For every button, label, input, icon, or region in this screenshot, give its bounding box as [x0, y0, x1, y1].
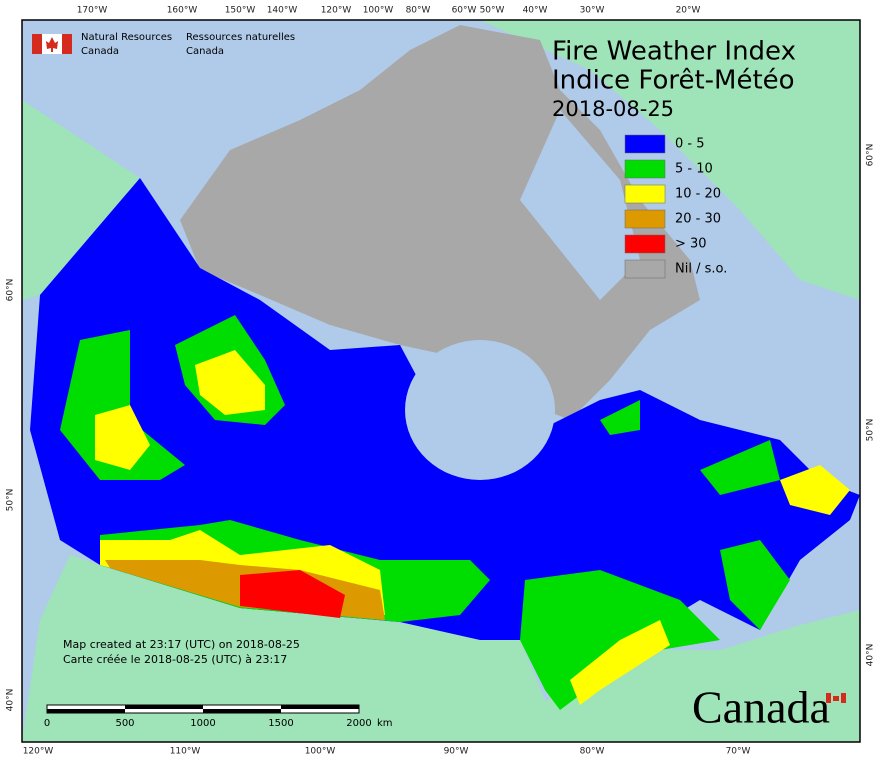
fwi-patch-green	[600, 400, 640, 435]
scale-bar: 0 500 1000 1500 2000 km	[44, 704, 393, 729]
latitude-label: 60°N	[6, 279, 16, 302]
fwi-patch-green	[60, 330, 185, 480]
legend-label: 20 - 30	[675, 212, 721, 227]
map-date: 2018-08-25	[552, 97, 674, 121]
scale-bar-segment	[47, 709, 125, 713]
fwi-patch-yellow	[570, 620, 670, 705]
flag-bar	[32, 34, 42, 54]
fwi-patch-red	[240, 570, 345, 618]
fwi-patch-green	[720, 540, 790, 630]
scale-bar-segment	[125, 705, 203, 709]
longitude-label: 160°W	[167, 6, 198, 16]
legend-swatch	[624, 159, 666, 179]
agency-fr: Ressources naturelles	[186, 32, 295, 43]
fwi-patch-green	[700, 440, 780, 495]
alaska	[22, 100, 140, 300]
fwi-patch-yellow	[780, 465, 850, 515]
legend: 0 - 5 5 - 10 10 - 20 20 - 30 > 30 Nil / s.o.	[624, 134, 727, 279]
latitude-label: 50°N	[866, 419, 876, 442]
scale-unit: km	[377, 718, 393, 729]
latitude-label: 60°N	[866, 144, 876, 167]
longitude-label: 60°W	[452, 6, 477, 16]
flag-bar	[62, 34, 72, 54]
legend-label: > 30	[675, 237, 707, 252]
scale-bar-segment	[203, 709, 281, 713]
longitude-label: 170°W	[77, 6, 108, 16]
legend-swatch	[624, 134, 666, 154]
legend-label: 0 - 5	[675, 137, 705, 152]
legend-swatch	[624, 234, 666, 254]
scale-label: 500	[115, 718, 134, 729]
longitude-label: 120°W	[23, 747, 54, 757]
title: Fire Weather Index	[552, 37, 796, 67]
latitude-label: 40°N	[6, 689, 16, 712]
agency-fr: Canada	[186, 46, 224, 57]
wordmark: Canada	[692, 682, 830, 733]
fwi-patch-yellow	[195, 350, 265, 415]
legend-label: Nil / s.o.	[675, 262, 727, 277]
maple-leaf	[833, 696, 839, 701]
scale-label: 2000	[346, 718, 371, 729]
scale-label: 0	[44, 718, 50, 729]
legend-swatch	[624, 209, 666, 229]
usa	[22, 555, 860, 742]
longitude-label: 50°W	[480, 6, 505, 16]
latitude-label: 50°N	[6, 489, 16, 512]
longitude-label: 120°W	[321, 6, 352, 16]
map-frame	[21, 19, 861, 743]
longitude-label: 20°W	[676, 6, 701, 16]
greenland	[480, 20, 860, 300]
longitude-label: 100°W	[363, 6, 394, 16]
latitude-label: 40°N	[866, 644, 876, 667]
created-note: Map created at 23:17 (UTC) on 2018-08-25	[63, 638, 300, 651]
flag-bar	[841, 693, 846, 703]
created-note: Carte créée le 2018-08-25 (UTC) à 23:17	[63, 653, 287, 666]
longitude-label: 90°W	[444, 747, 469, 757]
hudson-bay	[405, 340, 555, 480]
longitude-label: 110°W	[170, 747, 201, 757]
graticule-labels: 170°W 160°W 150°W 140°W 120°W 100°W 80°W 60°W 50…	[6, 6, 876, 757]
longitude-label: 80°W	[406, 6, 431, 16]
legend-swatch	[624, 184, 666, 204]
scale-bar-segment	[281, 705, 359, 709]
agency-en: Natural Resources	[81, 32, 172, 43]
canada-wordmark: Canada	[692, 682, 846, 733]
maple-leaf	[46, 37, 58, 52]
legend-swatch	[624, 259, 666, 279]
legend-label: 10 - 20	[675, 187, 721, 202]
longitude-label: 40°W	[523, 6, 548, 16]
longitude-label: 150°W	[225, 6, 256, 16]
longitude-label: 70°W	[726, 747, 751, 757]
longitude-label: 80°W	[580, 747, 605, 757]
nrcan-signature: Natural Resources Canada Ressources natu…	[32, 32, 295, 57]
baffin-gap	[520, 110, 640, 300]
longitude-label: 140°W	[267, 6, 298, 16]
fwi-patch-yellow	[95, 405, 150, 470]
flag-bar	[826, 693, 831, 703]
longitude-label: 30°W	[580, 6, 605, 16]
agency-en: Canada	[81, 46, 119, 57]
title: Indice Forêt-Météo	[552, 66, 795, 96]
longitude-label: 100°W	[305, 747, 336, 757]
scale-label: 1000	[190, 718, 215, 729]
scale-label: 1500	[268, 718, 293, 729]
legend-label: 5 - 10	[675, 162, 713, 177]
